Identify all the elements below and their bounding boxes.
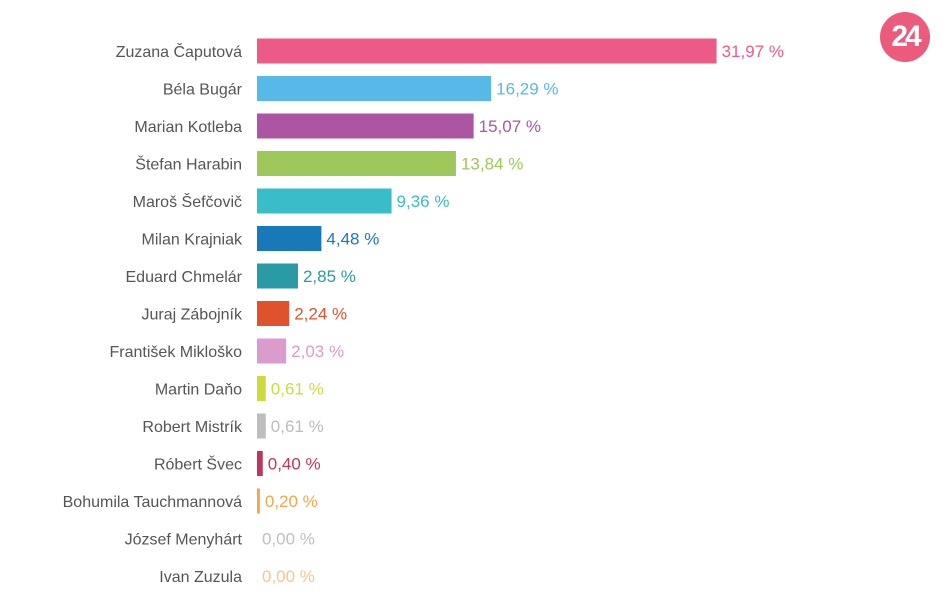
value-label: 0,00 % — [262, 567, 315, 586]
value-label: 15,07 % — [479, 117, 541, 136]
value-label: 16,29 % — [496, 80, 558, 99]
bar — [257, 376, 266, 401]
bar — [257, 451, 263, 476]
category-label: Marian Kotleba — [134, 119, 242, 136]
brand-logo: 24 — [880, 12, 930, 62]
bar — [257, 301, 290, 326]
bar — [257, 338, 287, 364]
category-label: Maroš Šefčovič — [133, 192, 242, 211]
value-label: 0,40 % — [268, 455, 321, 474]
bar — [257, 38, 717, 64]
value-label: 2,85 % — [303, 267, 356, 286]
category-label: Milan Krajniak — [142, 232, 243, 249]
value-label: 4,48 % — [326, 230, 379, 249]
category-label: Zuzana Čaputová — [116, 42, 242, 61]
value-label: 0,61 % — [271, 417, 324, 436]
value-label: 0,61 % — [271, 380, 324, 399]
category-label: František Mikloško — [110, 344, 243, 361]
category-label: Ivan Zuzula — [159, 569, 242, 586]
category-label: Róbert Švec — [154, 455, 242, 474]
value-label: 31,97 % — [722, 42, 784, 61]
value-label: 2,03 % — [291, 342, 344, 361]
value-label: 0,00 % — [262, 530, 315, 549]
value-label: 0,20 % — [265, 492, 318, 511]
category-label: Juraj Zábojník — [142, 307, 243, 324]
category-label: Robert Mistrík — [142, 419, 243, 436]
bar — [257, 76, 492, 101]
value-label: 13,84 % — [461, 155, 523, 174]
bar — [257, 488, 260, 514]
category-label: Štefan Harabin — [135, 155, 242, 174]
value-label: 2,24 % — [294, 305, 347, 324]
category-label: Eduard Chmelár — [126, 269, 243, 286]
category-label: Béla Bugár — [163, 82, 243, 99]
category-label: József Menyhárt — [125, 532, 243, 549]
value-label: 9,36 % — [397, 192, 450, 211]
category-label: Bohumila Tauchmannová — [63, 494, 242, 511]
category-label: Martin Daňo — [155, 382, 242, 399]
bar — [257, 151, 456, 176]
bar — [257, 413, 266, 439]
bar — [257, 113, 474, 139]
bar — [257, 226, 322, 251]
bar — [257, 188, 392, 214]
bar — [257, 263, 298, 289]
